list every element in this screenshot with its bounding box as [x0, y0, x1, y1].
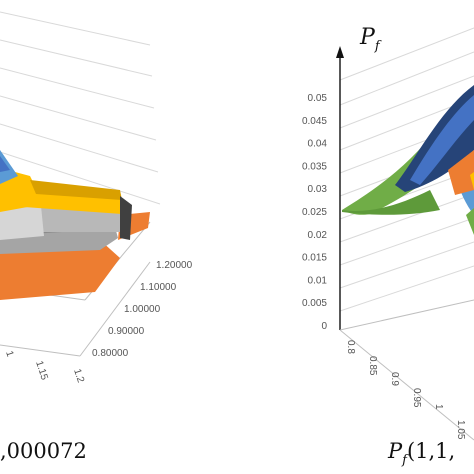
- right-z-tick-label: 0.04: [308, 139, 328, 150]
- left-y-tick-label: 0.90000: [108, 326, 145, 337]
- right-x-ticks: 0.8 0.85 0.9 0.95 1 1.05: [345, 340, 466, 440]
- right-surface-yellow-sliver: [470, 172, 474, 190]
- right-x-tick-label: 1: [433, 404, 444, 410]
- right-surface-green-lower: [342, 190, 440, 215]
- right-z-tick-label: 0.03: [308, 184, 328, 195]
- right-caption: Pf(1,1,: [387, 439, 455, 468]
- right-z-tick-label: 0.045: [302, 116, 327, 127]
- right-chart: Pf 0 0.005 0.01 0.015 0.02 0.025 0.03 0.035 0.04…: [302, 25, 474, 468]
- right-z-tick-label: 0.02: [308, 230, 328, 241]
- left-gridlines: [0, 11, 161, 205]
- right-z-axis: [336, 46, 474, 441]
- right-x-tick-label: 0.9: [389, 372, 400, 386]
- right-z-tick-label: 0.015: [302, 253, 327, 264]
- right-x-tick-label: 0.8: [345, 340, 356, 354]
- left-y-tick-label: 0.80000: [92, 348, 129, 359]
- right-z-tick-label: 0.025: [302, 207, 327, 218]
- right-z-tick-label: 0.035: [302, 161, 327, 172]
- left-x-tick-label: 1.2: [71, 368, 86, 385]
- left-caption: ,000072: [0, 439, 87, 463]
- left-surface: [0, 150, 150, 300]
- right-x-tick-label: 1.05: [455, 420, 466, 440]
- z-axis-title: Pf: [359, 25, 382, 54]
- left-chart: 1 1.15 1.2 0.80000 0.90000 1.00000 1.10000 1.2…: [0, 11, 193, 463]
- left-x-tick-label: 1: [3, 350, 15, 359]
- z-axis-arrowhead: [336, 46, 344, 58]
- left-surface-dark-edge: [120, 196, 132, 240]
- left-y-ticks: 0.80000 0.90000 1.00000 1.10000 1.20000: [92, 260, 193, 359]
- right-z-tick-label: 0.005: [302, 298, 327, 309]
- right-z-tick-label: 0: [321, 321, 327, 332]
- left-x-ticks: 1 1.15 1.2: [3, 350, 86, 385]
- left-y-tick-label: 1.00000: [124, 304, 161, 315]
- right-z-tick-label: 0.05: [308, 93, 328, 104]
- left-y-tick-label: 1.20000: [156, 260, 193, 271]
- right-surface-green-right: [466, 208, 474, 235]
- right-x-tick-label: 0.85: [367, 356, 378, 376]
- left-surface-gold-ridge: [30, 180, 122, 200]
- right-z-tick-label: 0.01: [308, 275, 328, 286]
- right-surface-blue-band: [410, 95, 474, 185]
- left-surface-blue-cap: [0, 150, 18, 184]
- right-surface-orange-patch: [448, 150, 474, 195]
- left-y-tick-label: 1.10000: [140, 282, 177, 293]
- right-surface: [342, 85, 474, 235]
- left-x-tick-label: 1.15: [33, 360, 50, 382]
- right-x-tick-label: 0.95: [411, 388, 422, 408]
- left-surface-orange-front: [0, 240, 120, 300]
- right-z-ticks: 0 0.005 0.01 0.015 0.02 0.025 0.03 0.035 0.04 0.0…: [302, 93, 327, 332]
- left-surface-navy-cap: [0, 156, 10, 172]
